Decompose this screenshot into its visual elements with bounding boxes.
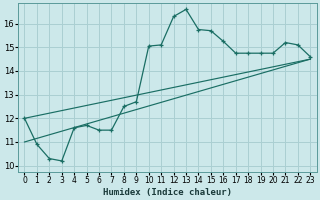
X-axis label: Humidex (Indice chaleur): Humidex (Indice chaleur) bbox=[103, 188, 232, 197]
